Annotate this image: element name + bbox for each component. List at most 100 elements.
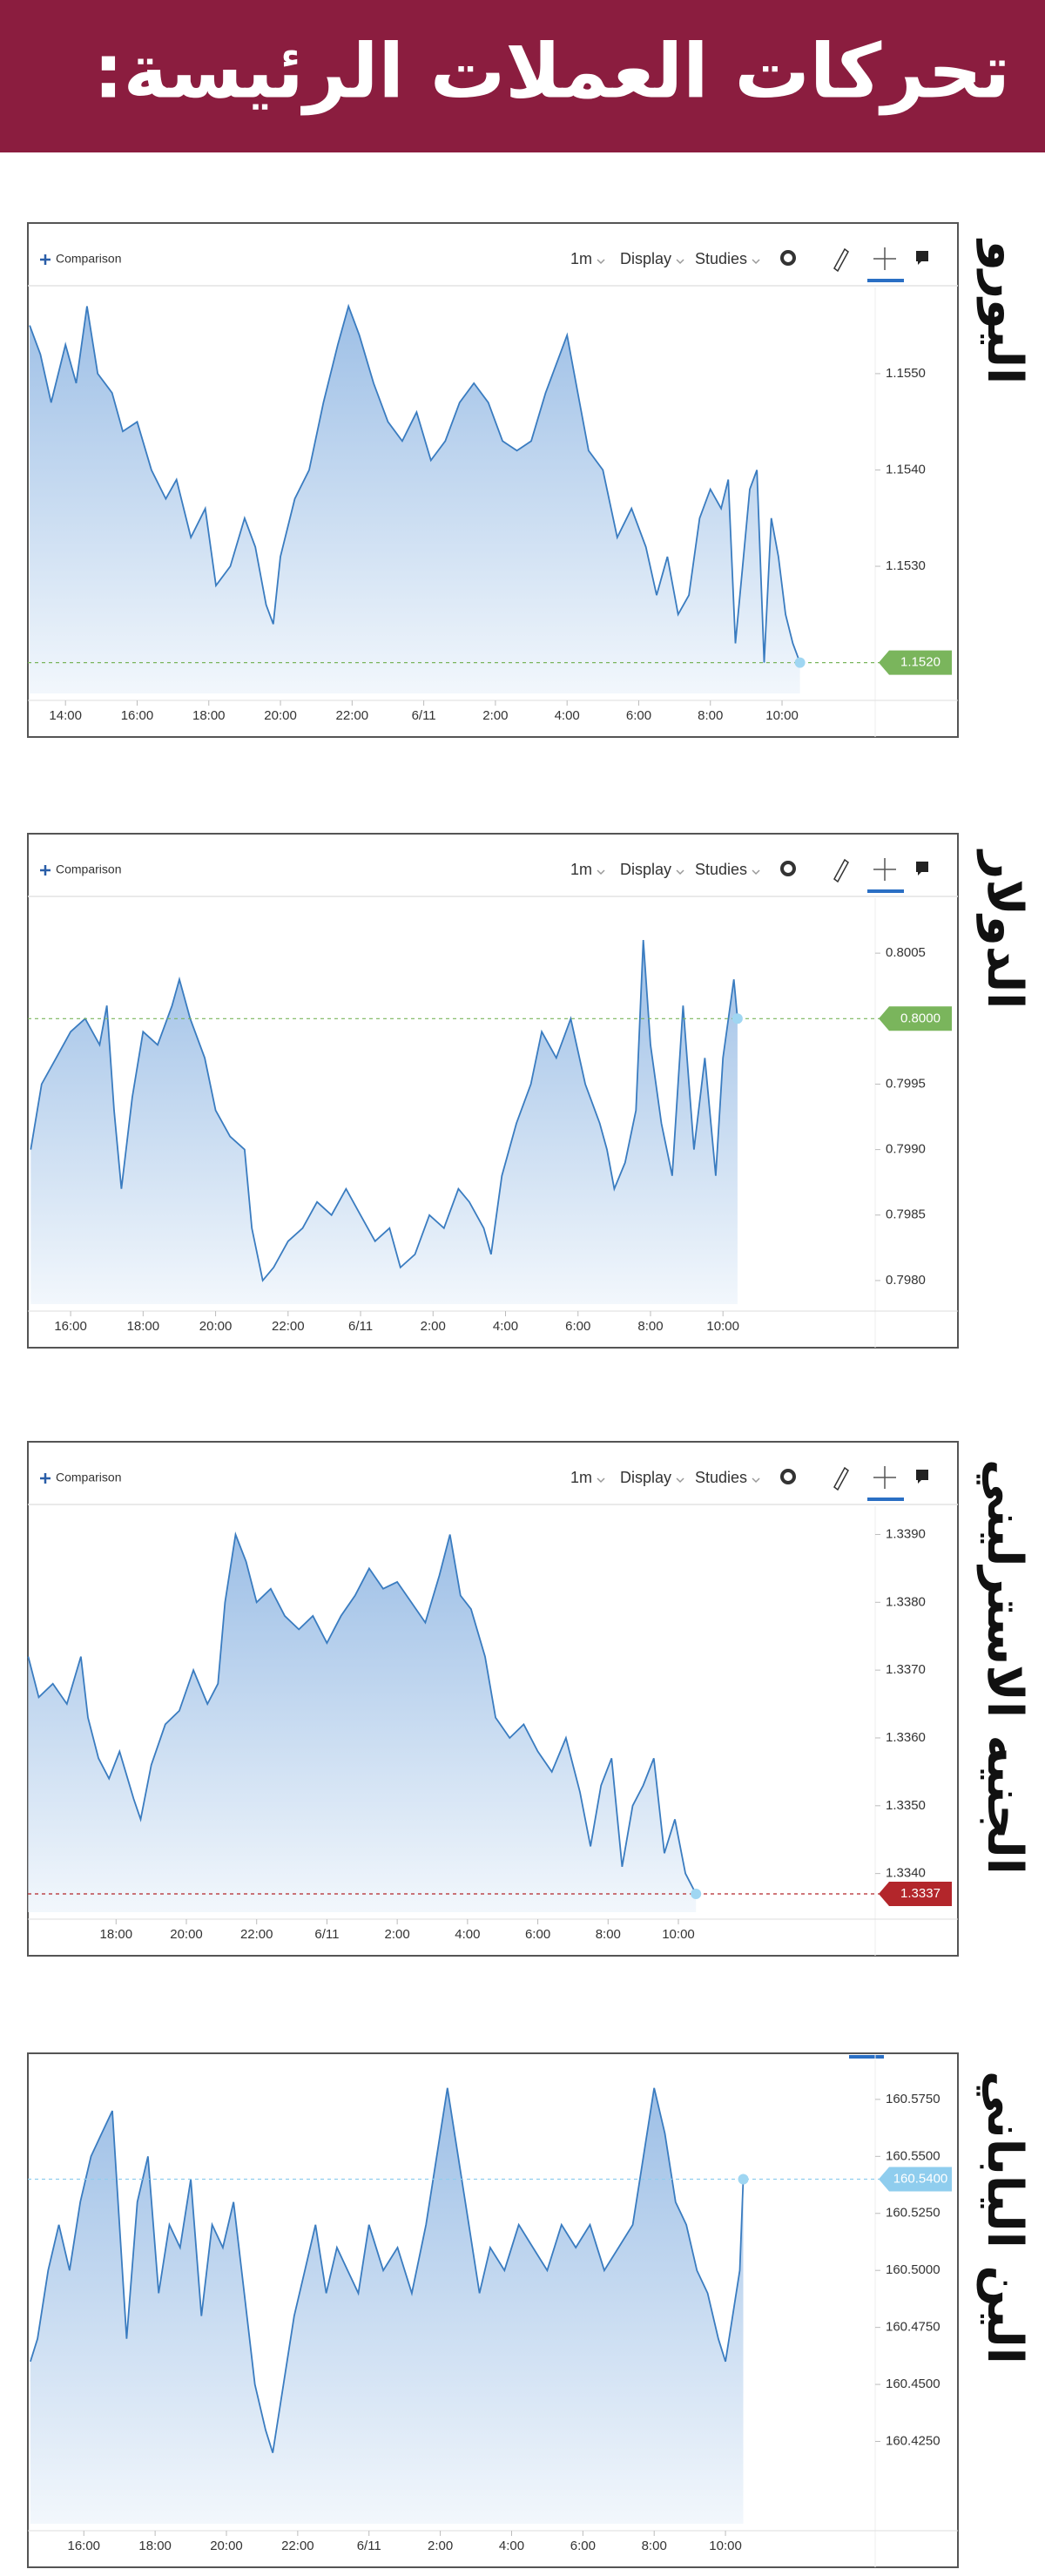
toolbar-button[interactable]: Display bbox=[620, 250, 671, 267]
y-tick-label: 1.3340 bbox=[886, 1866, 926, 1881]
x-tick-label: 4:00 bbox=[499, 2539, 524, 2553]
x-tick-label: 18:00 bbox=[138, 2539, 172, 2553]
dropdown-chevron bbox=[752, 1477, 760, 1484]
draw-icon bbox=[833, 247, 849, 273]
dropdown-chevron bbox=[597, 869, 605, 876]
comparison-button[interactable]: Comparison bbox=[56, 1471, 121, 1484]
comparison-button[interactable]: Comparison bbox=[56, 252, 121, 266]
x-tick-label: 8:00 bbox=[637, 1319, 663, 1334]
x-tick-label: 6/11 bbox=[348, 1319, 373, 1334]
x-tick-label: 22:00 bbox=[336, 708, 369, 723]
x-tick-label: 8:00 bbox=[698, 708, 723, 723]
x-tick-label: 16:00 bbox=[121, 708, 154, 723]
x-tick-label: 6/11 bbox=[314, 1927, 339, 1942]
toolbar-button[interactable]: Display bbox=[620, 861, 671, 878]
draw-icon bbox=[833, 858, 849, 883]
toolbar-button[interactable]: Studies bbox=[695, 861, 747, 878]
dropdown-chevron bbox=[597, 259, 605, 265]
chart-title: الجنيه الاسترليني bbox=[976, 1459, 1033, 1875]
draw-icon bbox=[833, 1466, 849, 1491]
price-line bbox=[27, 1531, 697, 1895]
header-banner bbox=[0, 0, 1045, 152]
last-price-tag bbox=[879, 1881, 952, 1906]
y-tick-label: 160.5000 bbox=[886, 2262, 940, 2277]
y-tick-label: 0.8005 bbox=[886, 945, 926, 960]
y-tick-label: 1.3360 bbox=[886, 1730, 926, 1745]
area-fill bbox=[30, 2087, 744, 2524]
y-tick-label: 1.1530 bbox=[886, 558, 926, 573]
last-price-label: 160.5400 bbox=[893, 2171, 948, 2186]
x-tick-label: 10:00 bbox=[662, 1927, 695, 1942]
x-tick-label: 6/11 bbox=[357, 2539, 381, 2553]
comment-icon bbox=[916, 251, 928, 265]
last-price-label: 0.8000 bbox=[900, 1011, 940, 1025]
settings-icon bbox=[780, 1469, 796, 1484]
x-tick-label: 22:00 bbox=[240, 1927, 273, 1942]
y-tick-label: 160.5500 bbox=[886, 2148, 940, 2163]
crosshair-icon bbox=[873, 858, 896, 881]
crosshair-icon bbox=[873, 1466, 896, 1489]
settings-icon bbox=[780, 861, 796, 876]
toolbar-button[interactable]: 1m bbox=[570, 861, 592, 878]
dropdown-chevron bbox=[752, 259, 760, 265]
x-tick-label: 10:00 bbox=[709, 2539, 742, 2553]
header-title: تحركات العملات الرئيسة: bbox=[93, 28, 1010, 115]
x-tick-label: 6:00 bbox=[626, 708, 651, 723]
crosshair-icon bbox=[873, 247, 896, 270]
toolbar-button[interactable]: Studies bbox=[695, 1469, 747, 1486]
area-fill bbox=[28, 1534, 697, 1912]
comment-icon bbox=[916, 862, 928, 876]
chart-title: الدولار bbox=[976, 849, 1033, 1009]
toolbar-button[interactable]: 1m bbox=[570, 250, 592, 267]
x-tick-label: 10:00 bbox=[765, 708, 799, 723]
x-tick-label: 20:00 bbox=[170, 1927, 203, 1942]
plus-icon bbox=[40, 254, 51, 265]
last-point bbox=[738, 2174, 749, 2185]
y-tick-label: 0.7985 bbox=[886, 1207, 926, 1222]
x-tick-label: 20:00 bbox=[264, 708, 297, 723]
dropdown-chevron bbox=[752, 869, 760, 876]
y-tick-label: 1.1540 bbox=[886, 462, 926, 477]
x-tick-label: 2:00 bbox=[482, 708, 508, 723]
x-tick-label: 2:00 bbox=[428, 2539, 453, 2553]
x-tick-label: 2:00 bbox=[385, 1927, 410, 1942]
x-tick-label: 4:00 bbox=[555, 708, 580, 723]
x-tick-label: 22:00 bbox=[281, 2539, 314, 2553]
y-tick-label: 0.7980 bbox=[886, 1273, 926, 1288]
last-price-label: 1.3337 bbox=[900, 1886, 940, 1901]
plus-icon bbox=[40, 1473, 51, 1484]
x-tick-label: 18:00 bbox=[100, 1927, 133, 1942]
y-tick-label: 160.4500 bbox=[886, 2377, 940, 2391]
price-line bbox=[30, 2087, 745, 2453]
last-price-tag bbox=[879, 2167, 952, 2192]
x-tick-label: 16:00 bbox=[67, 2539, 100, 2553]
comparison-button[interactable]: Comparison bbox=[56, 862, 121, 876]
y-tick-label: 1.3380 bbox=[886, 1594, 926, 1609]
x-tick-label: 8:00 bbox=[642, 2539, 667, 2553]
x-tick-label: 20:00 bbox=[210, 2539, 243, 2553]
y-tick-label: 160.5750 bbox=[886, 2092, 940, 2106]
x-tick-label: 6:00 bbox=[570, 2539, 596, 2553]
y-tick-label: 160.5250 bbox=[886, 2206, 940, 2221]
x-tick-label: 2:00 bbox=[421, 1319, 446, 1334]
x-tick-label: 6:00 bbox=[565, 1319, 590, 1334]
last-price-label: 1.1520 bbox=[900, 655, 940, 670]
x-tick-label: 8:00 bbox=[596, 1927, 621, 1942]
x-tick-label: 10:00 bbox=[706, 1319, 739, 1334]
y-tick-label: 1.3370 bbox=[886, 1662, 926, 1677]
last-price-tag bbox=[879, 1006, 952, 1031]
plus-icon bbox=[40, 865, 51, 876]
x-tick-label: 18:00 bbox=[192, 708, 226, 723]
toolbar-button[interactable]: 1m bbox=[570, 1469, 592, 1486]
x-tick-label: 18:00 bbox=[127, 1319, 160, 1334]
toolbar-button[interactable]: Display bbox=[620, 1469, 671, 1486]
x-tick-label: 20:00 bbox=[199, 1319, 233, 1334]
last-point bbox=[794, 657, 806, 668]
toolbar-button[interactable]: Studies bbox=[695, 250, 747, 267]
last-point bbox=[732, 1013, 743, 1024]
y-tick-label: 160.4750 bbox=[886, 2320, 940, 2335]
price-line bbox=[30, 940, 738, 1282]
comment-icon bbox=[916, 1470, 928, 1484]
